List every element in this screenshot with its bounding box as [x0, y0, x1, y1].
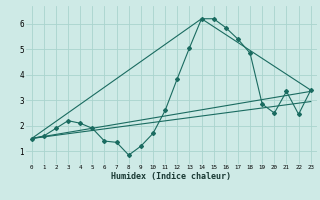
X-axis label: Humidex (Indice chaleur): Humidex (Indice chaleur) — [111, 172, 231, 181]
